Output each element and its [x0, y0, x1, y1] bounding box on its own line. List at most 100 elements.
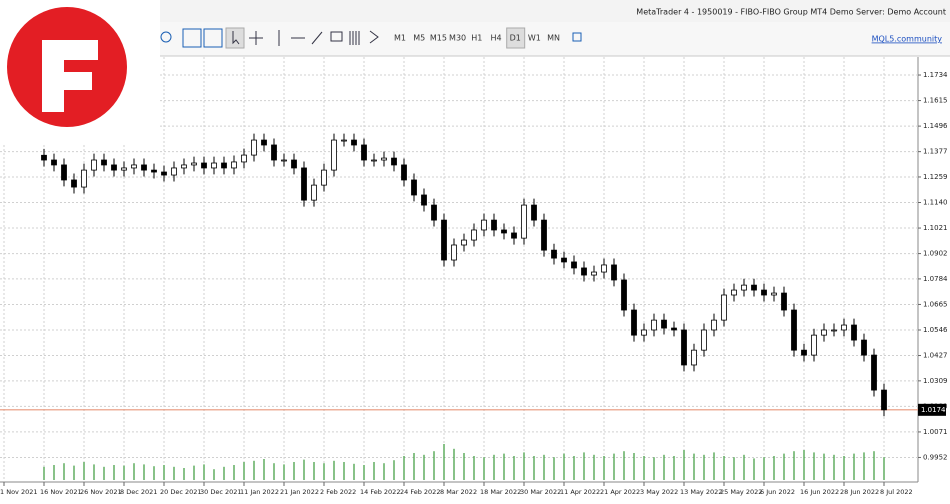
fibo-tool[interactable] [349, 31, 360, 45]
x-tick-label: 6 Jun 2022 [760, 488, 795, 496]
timeframe-button[interactable]: H1 [471, 34, 482, 43]
candle-body [251, 139, 257, 156]
y-tick-label: 1.1496 [923, 122, 948, 130]
y-tick-label: 1.1377 [923, 148, 948, 156]
x-tick-label: 3 May 2022 [640, 488, 678, 496]
trendline[interactable] [311, 31, 323, 45]
x-tick-label: 30 Dec 2021 [200, 488, 242, 496]
timeframe-button[interactable]: M15 [430, 34, 447, 43]
candle-body [81, 169, 87, 188]
candle-body [541, 219, 547, 251]
shapes-tool[interactable] [369, 30, 379, 44]
zoom-out[interactable] [160, 31, 172, 43]
candle-body [291, 159, 297, 169]
candle-body [571, 261, 577, 269]
x-tick-label: 28 Jun 2022 [840, 488, 879, 496]
candle-body [591, 271, 597, 276]
candle-body [431, 204, 437, 221]
candle-body [41, 154, 47, 161]
y-tick-label: 1.1734 [923, 71, 948, 79]
candle-body [801, 349, 807, 356]
candle-body [871, 354, 877, 391]
timeframe-button[interactable]: D1 [510, 34, 521, 43]
x-tick-label: 20 Dec 2021 [160, 488, 202, 496]
candle-body [501, 229, 507, 234]
x-tick-label: 24 Feb 2022 [400, 488, 440, 496]
candle-body [441, 219, 447, 261]
x-tick-label: 16 Nov 2021 [40, 488, 82, 496]
candle-body [601, 264, 607, 273]
candle-body [661, 319, 667, 329]
y-tick-label: 1.1021 [923, 224, 948, 232]
candle-body [401, 164, 407, 181]
candle-body [161, 171, 167, 176]
candle-body [121, 167, 127, 171]
cursor[interactable] [225, 27, 245, 49]
y-tick-label: 0.9952 [923, 453, 948, 461]
candle-body [781, 292, 787, 311]
candle-body [281, 159, 287, 162]
candle-body [471, 229, 477, 241]
candle-body [561, 257, 567, 263]
candle-body [881, 389, 887, 411]
candle-body [191, 162, 197, 166]
candle-body [331, 139, 337, 171]
logo-circle [7, 7, 127, 127]
candle-body [831, 329, 837, 332]
text-tool[interactable] [330, 31, 343, 42]
candle-body [701, 329, 707, 351]
timeframe-button[interactable]: M1 [394, 34, 406, 43]
candle-body [111, 164, 117, 171]
x-tick-label: 11 Jan 2022 [240, 488, 279, 496]
x-tick-label: 2 Feb 2022 [320, 488, 356, 496]
window-tile[interactable] [572, 32, 582, 42]
candle-body [311, 184, 317, 201]
y-tick-label: 1.1615 [923, 97, 948, 105]
candle-body [221, 162, 227, 169]
candle-body [621, 279, 627, 311]
candle-body [641, 329, 647, 336]
x-tick-label: 21 Apr 2022 [600, 488, 640, 496]
x-tick-label: 25 May 2022 [720, 488, 762, 496]
candle-body [651, 319, 657, 331]
candle-body [511, 232, 517, 239]
y-tick-label: 1.0309 [923, 377, 948, 385]
community-link[interactable]: MQL5.community [872, 35, 943, 44]
y-tick-label: 1.0546 [923, 326, 948, 334]
y-tick-label: 1.0071 [923, 428, 948, 436]
candle-body [631, 309, 637, 336]
y-tick-label: 1.0784 [923, 275, 948, 283]
current-price-label: 1.0174 [921, 406, 946, 414]
x-tick-label: 14 Feb 2022 [360, 488, 400, 496]
candle-body [821, 329, 827, 336]
candle-body [421, 194, 427, 206]
candle-body [411, 179, 417, 196]
candle-body [61, 164, 67, 181]
candle-body [451, 244, 457, 261]
timeframe-button[interactable]: W1 [528, 34, 541, 43]
timeframe-button[interactable]: M5 [413, 34, 425, 43]
x-tick-label: 13 May 2022 [680, 488, 722, 496]
x-tick-label: 18 Mar 2022 [480, 488, 521, 496]
candle-body [361, 144, 367, 161]
candle-body [271, 144, 277, 161]
candle-body [71, 179, 77, 188]
candle-body [461, 239, 467, 246]
timeframes: M1 M5 M15 M30 H1 H4 D1 W1 MN [394, 34, 560, 43]
chart-shift[interactable] [203, 28, 223, 48]
active-frame [506, 27, 526, 49]
logo-letter [42, 40, 98, 112]
x-tick-label: 1 Nov 2021 [0, 488, 38, 496]
timeframe-button[interactable]: M30 [449, 34, 466, 43]
autoscroll[interactable] [182, 28, 202, 48]
candle-body [231, 161, 237, 169]
crosshair[interactable] [249, 31, 263, 45]
timeframe-button[interactable]: MN [547, 34, 560, 43]
title-bar [0, 0, 950, 22]
candle-body [131, 164, 137, 169]
candle-body [141, 164, 147, 171]
candle-body [761, 289, 767, 296]
candle-body [321, 169, 327, 186]
candle-body [841, 324, 847, 331]
timeframe-button[interactable]: H4 [490, 34, 501, 43]
